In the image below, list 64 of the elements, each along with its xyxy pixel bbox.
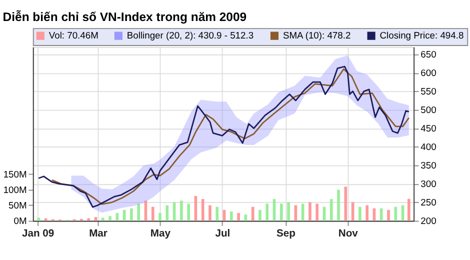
y-tick-label: 550 [420, 86, 436, 97]
bar [151, 206, 154, 221]
bar [158, 213, 162, 221]
bar [230, 211, 233, 221]
bar [187, 204, 190, 221]
x-tick-label: Jan 09 [22, 228, 54, 240]
bar [116, 213, 119, 221]
bar [237, 213, 240, 221]
bar [366, 205, 368, 221]
chart-title: Diễn biến chỉ số VN-Index trong năm 2009 [2, 10, 247, 24]
y2-tick-label: 100M [3, 184, 27, 196]
y-tick-label: 450 [420, 122, 436, 134]
bar [358, 206, 362, 221]
x-tick-label: May [150, 228, 171, 240]
bar [308, 202, 312, 221]
y-tick-label: 350 [420, 160, 436, 171]
bar [337, 190, 340, 221]
legend-label: Closing Price: 494.8 [380, 30, 464, 41]
bar [216, 206, 219, 221]
bar [172, 202, 176, 221]
bar [394, 206, 398, 221]
bar [280, 204, 283, 221]
bar [166, 205, 169, 221]
bar [266, 204, 269, 221]
bar [387, 210, 390, 221]
y-tick-label: 600 [420, 67, 436, 78]
legend-label: Vol: 70.46M [48, 30, 99, 41]
bar [201, 199, 204, 221]
bar [287, 202, 290, 221]
y-tick-label: 650 [420, 48, 436, 60]
y-tick-label: 250 [420, 196, 436, 208]
bar [144, 200, 148, 221]
bar [180, 200, 183, 221]
x-tick-label: Sep [276, 228, 296, 240]
y2-tick-label: 150M [3, 168, 27, 180]
x-tick-label: Mar [89, 228, 108, 240]
bar [244, 214, 248, 221]
bar [344, 186, 348, 221]
legend-label: SMA (10): 478.2 [282, 30, 351, 41]
bar [258, 210, 262, 221]
x-tick-label: Jul [215, 228, 230, 240]
x-tick-label: Nov [338, 228, 358, 240]
bar [130, 208, 133, 221]
bar [380, 208, 383, 221]
bar [208, 205, 212, 221]
bar [108, 216, 112, 221]
bar [137, 204, 140, 221]
legend-label: Bollinger (20, 2): 430.9 - 512.3 [126, 30, 254, 41]
bar [351, 202, 354, 221]
bar [316, 204, 319, 221]
bar [301, 204, 304, 221]
y-tick-label: 400 [420, 141, 436, 152]
bar [87, 218, 90, 221]
bar [101, 218, 104, 221]
y-tick-label: 200 [420, 215, 436, 226]
bar [94, 217, 98, 221]
bar [272, 199, 276, 221]
y2-tick-label: 50M [8, 200, 27, 211]
y-tick-label: 500 [420, 104, 436, 116]
y-tick-label: 300 [420, 178, 436, 190]
y2-tick-label: 0M [14, 215, 27, 226]
bar [407, 198, 410, 221]
bar [330, 199, 333, 221]
bar [37, 218, 40, 221]
